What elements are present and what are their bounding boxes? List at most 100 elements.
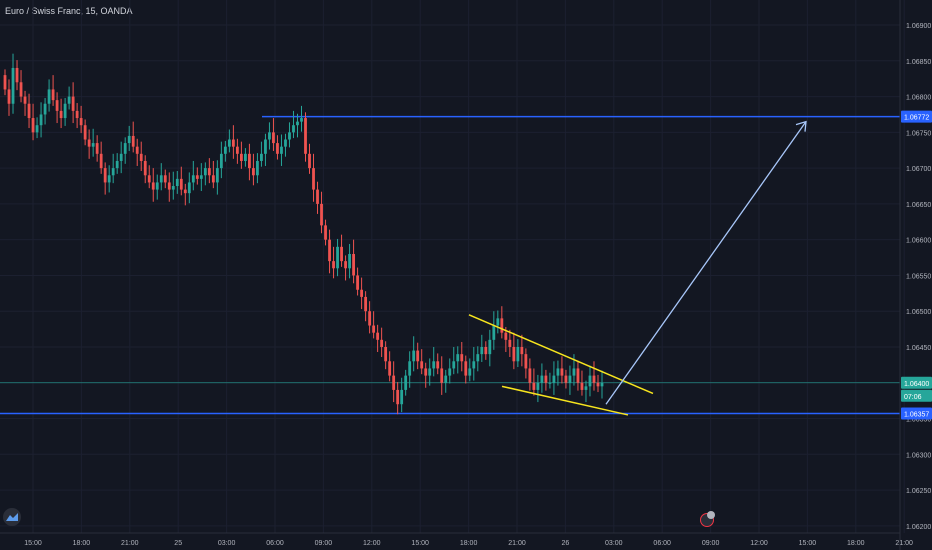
candle-body	[71, 96, 75, 111]
candle-body	[396, 389, 400, 405]
time-axis[interactable]: 15:00 18:00 21:00 25 03:00 06:00 09:00 12:00 15:…	[24, 540, 913, 547]
candle-body	[544, 375, 548, 383]
candle-body	[360, 289, 363, 297]
candle-body	[576, 368, 580, 383]
candle-body	[155, 182, 159, 190]
candle-body	[528, 368, 532, 383]
candle-body	[540, 375, 544, 383]
candle-body	[404, 375, 408, 390]
y-tick-label: 1.06750	[906, 130, 931, 137]
candle-body	[211, 175, 215, 183]
candle-body	[296, 121, 299, 126]
candle-body	[187, 182, 191, 194]
candle-body	[512, 346, 516, 362]
x-tick-label: 09:00	[315, 540, 333, 547]
candle-body	[31, 118, 35, 133]
support-label-bg	[901, 407, 932, 420]
x-tick-label: 06:00	[653, 540, 671, 547]
event-badge-icon	[707, 511, 715, 519]
candle-body	[336, 246, 339, 269]
candle-body	[372, 325, 376, 333]
resistance-label-bg	[901, 110, 932, 123]
candle-body	[376, 332, 380, 340]
x-tick-label: 12:00	[750, 540, 768, 547]
candle-body	[300, 118, 303, 122]
candle-body	[332, 261, 335, 269]
candle-body	[256, 160, 259, 176]
y-tick-label: 1.06650	[906, 202, 931, 209]
candle-body	[260, 153, 263, 161]
x-tick-label: 21:00	[121, 540, 139, 547]
candle-body	[123, 143, 127, 154]
candle-body	[199, 175, 203, 179]
candle-body	[203, 168, 207, 176]
wedge-lower-line[interactable]	[501, 385, 629, 416]
candle-body	[444, 375, 448, 383]
candle-body	[223, 146, 227, 154]
candle-body	[227, 139, 231, 147]
candle-body	[39, 114, 43, 126]
candle-body	[424, 368, 428, 376]
candle-body	[268, 132, 271, 140]
candle-body	[99, 153, 103, 169]
candle-body	[556, 368, 560, 376]
candle-body	[532, 382, 536, 390]
candle-body	[572, 368, 576, 376]
candle-body	[19, 82, 23, 97]
candle-body	[344, 261, 347, 269]
candle-body	[276, 143, 279, 154]
candle-body	[508, 339, 512, 347]
candle-body	[143, 160, 147, 176]
price-axis[interactable]: 1.06900 1.06850 1.06800 1.06750 1.06700 1.066…	[906, 23, 931, 531]
x-tick-label: 21:00	[895, 540, 913, 547]
candle-body	[584, 386, 588, 390]
candle-body	[43, 103, 47, 115]
candle-body	[35, 125, 39, 133]
candle-body	[356, 275, 359, 290]
candle-body	[560, 368, 564, 376]
candle-body	[400, 389, 404, 405]
candle-body	[428, 368, 432, 376]
candle-body	[452, 361, 456, 369]
tradingview-logo-icon[interactable]	[3, 508, 21, 526]
candle-body	[15, 67, 19, 83]
candle-body	[516, 346, 520, 362]
wedge-upper-line[interactable]	[468, 314, 654, 395]
y-tick-label: 1.06900	[906, 23, 931, 30]
candle-body	[292, 125, 295, 133]
x-tick-label: 03:00	[218, 540, 236, 547]
candle-body	[231, 139, 235, 147]
x-tick-label: 09:00	[702, 540, 720, 547]
candle-body	[151, 182, 155, 190]
candle-body	[219, 153, 223, 169]
candle-body	[175, 178, 179, 187]
candle-body	[55, 100, 59, 111]
candle-body	[364, 296, 368, 312]
candle-body	[548, 382, 552, 384]
y-tick-label: 1.06800	[906, 95, 931, 102]
candle-body	[468, 368, 472, 376]
candle-body	[436, 361, 440, 369]
resistance-label: 1.06772	[904, 115, 929, 122]
candle-body	[320, 203, 323, 226]
y-tick-label: 1.06300	[906, 452, 931, 459]
candle-body	[432, 361, 436, 369]
candle-body	[448, 368, 452, 376]
candle-body	[464, 361, 468, 376]
candle-body	[95, 143, 99, 154]
candle-body	[324, 225, 327, 240]
drawings[interactable]	[468, 120, 807, 416]
target-arrow-line[interactable]	[605, 121, 807, 405]
x-tick-label: 15:00	[411, 540, 429, 547]
candle-body	[47, 89, 51, 104]
candle-body	[472, 361, 476, 369]
y-tick-label: 1.06550	[906, 273, 931, 280]
candle-body	[107, 175, 111, 183]
candle-body	[316, 189, 319, 204]
x-tick-label: 06:00	[266, 540, 284, 547]
candle-body	[420, 361, 424, 369]
candle-body	[408, 361, 412, 376]
candle-body	[252, 168, 255, 176]
price-labels: 1.06772 1.06400 07:06 1.06357	[901, 110, 932, 420]
